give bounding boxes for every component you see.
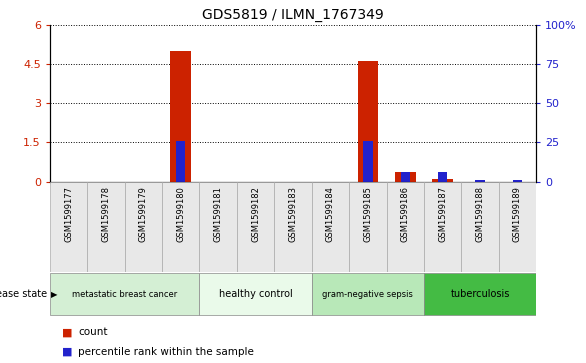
Text: GSM1599180: GSM1599180 bbox=[176, 186, 185, 242]
Bar bbox=[513, 180, 522, 182]
Text: healthy control: healthy control bbox=[219, 289, 292, 299]
Bar bbox=[461, 182, 499, 272]
Text: GSM1599178: GSM1599178 bbox=[101, 186, 110, 242]
Bar bbox=[401, 172, 410, 182]
Text: GSM1599181: GSM1599181 bbox=[214, 186, 223, 242]
Bar bbox=[424, 273, 536, 315]
Text: ■: ■ bbox=[62, 347, 72, 357]
Text: percentile rank within the sample: percentile rank within the sample bbox=[78, 347, 254, 357]
Text: GSM1599184: GSM1599184 bbox=[326, 186, 335, 242]
Bar bbox=[438, 172, 447, 182]
Text: GSM1599179: GSM1599179 bbox=[139, 186, 148, 242]
Bar bbox=[274, 182, 312, 272]
Bar bbox=[162, 182, 199, 272]
Bar bbox=[50, 182, 87, 272]
Bar bbox=[125, 182, 162, 272]
Text: count: count bbox=[78, 327, 107, 337]
Bar bbox=[363, 141, 373, 182]
Bar bbox=[87, 182, 125, 272]
Text: metastatic breast cancer: metastatic breast cancer bbox=[72, 290, 177, 298]
Title: GDS5819 / ILMN_1767349: GDS5819 / ILMN_1767349 bbox=[202, 8, 384, 22]
Bar bbox=[312, 182, 349, 272]
Bar bbox=[499, 182, 536, 272]
Text: GSM1599183: GSM1599183 bbox=[288, 186, 298, 242]
Text: disease state: disease state bbox=[0, 289, 47, 299]
Bar bbox=[475, 180, 485, 182]
Text: ▶: ▶ bbox=[51, 290, 57, 298]
Text: GSM1599189: GSM1599189 bbox=[513, 186, 522, 242]
Bar bbox=[349, 182, 387, 272]
Text: GSM1599186: GSM1599186 bbox=[401, 186, 410, 242]
Bar bbox=[50, 273, 199, 315]
Text: GSM1599177: GSM1599177 bbox=[64, 186, 73, 242]
Bar bbox=[237, 182, 274, 272]
Bar bbox=[357, 61, 378, 182]
Text: GSM1599182: GSM1599182 bbox=[251, 186, 260, 242]
Text: ■: ■ bbox=[62, 327, 72, 337]
Bar bbox=[176, 141, 185, 182]
Text: gram-negative sepsis: gram-negative sepsis bbox=[322, 290, 413, 298]
Text: GSM1599185: GSM1599185 bbox=[363, 186, 372, 242]
Bar bbox=[432, 179, 453, 182]
Bar bbox=[395, 172, 415, 182]
Bar bbox=[199, 182, 237, 272]
Bar bbox=[387, 182, 424, 272]
Bar bbox=[424, 182, 461, 272]
Bar bbox=[171, 52, 191, 182]
Text: GSM1599188: GSM1599188 bbox=[476, 186, 485, 242]
Text: GSM1599187: GSM1599187 bbox=[438, 186, 447, 242]
Bar bbox=[312, 273, 424, 315]
Bar bbox=[199, 273, 312, 315]
Text: tuberculosis: tuberculosis bbox=[451, 289, 510, 299]
